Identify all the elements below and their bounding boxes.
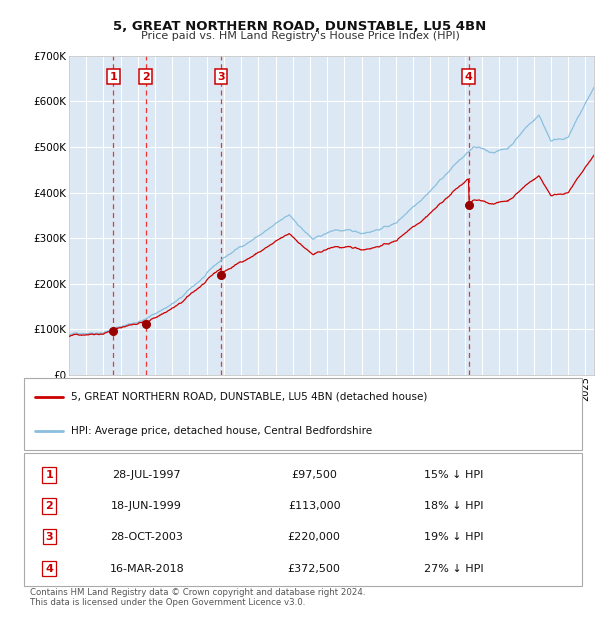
Text: £372,500: £372,500 [288,564,341,574]
Text: £113,000: £113,000 [288,501,340,511]
Text: 5, GREAT NORTHERN ROAD, DUNSTABLE, LU5 4BN (detached house): 5, GREAT NORTHERN ROAD, DUNSTABLE, LU5 4… [71,392,428,402]
Text: 28-OCT-2003: 28-OCT-2003 [110,531,183,542]
Text: 19% ↓ HPI: 19% ↓ HPI [424,531,484,542]
Text: £220,000: £220,000 [288,531,341,542]
FancyBboxPatch shape [24,453,582,586]
FancyBboxPatch shape [24,378,582,450]
Text: 15% ↓ HPI: 15% ↓ HPI [424,470,484,480]
Text: 18% ↓ HPI: 18% ↓ HPI [424,501,484,511]
Text: 18-JUN-1999: 18-JUN-1999 [112,501,182,511]
Text: 16-MAR-2018: 16-MAR-2018 [109,564,184,574]
Text: 27% ↓ HPI: 27% ↓ HPI [424,564,484,574]
Text: 28-JUL-1997: 28-JUL-1997 [112,470,181,480]
Text: 1: 1 [45,470,53,480]
Text: 3: 3 [217,71,224,82]
Text: Contains HM Land Registry data © Crown copyright and database right 2024.
This d: Contains HM Land Registry data © Crown c… [29,588,365,607]
Text: 3: 3 [45,531,53,542]
Text: HPI: Average price, detached house, Central Bedfordshire: HPI: Average price, detached house, Cent… [71,426,373,436]
Text: 4: 4 [45,564,53,574]
Text: 5, GREAT NORTHERN ROAD, DUNSTABLE, LU5 4BN: 5, GREAT NORTHERN ROAD, DUNSTABLE, LU5 4… [113,20,487,33]
Text: 2: 2 [142,71,149,82]
Text: 1: 1 [109,71,117,82]
Text: 4: 4 [464,71,472,82]
Text: £97,500: £97,500 [291,470,337,480]
Text: Price paid vs. HM Land Registry's House Price Index (HPI): Price paid vs. HM Land Registry's House … [140,31,460,41]
Text: 2: 2 [45,501,53,511]
